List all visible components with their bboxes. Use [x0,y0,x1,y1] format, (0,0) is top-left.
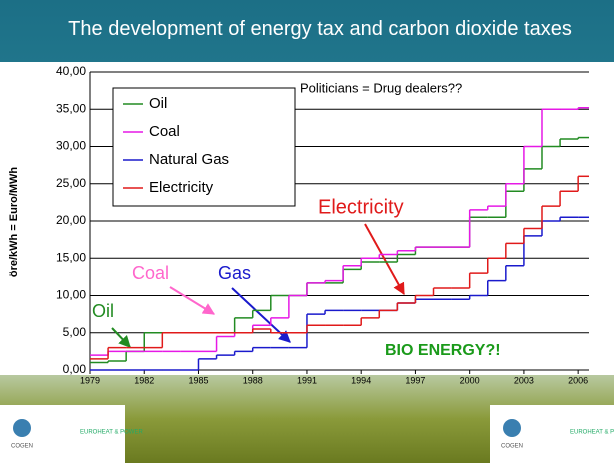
logo-text: EUROHEAT & POWER [80,430,143,436]
annotation: Coal [132,263,169,283]
x-tick-label: 2003 [514,375,534,385]
y-tick-label: 15,00 [56,250,86,264]
x-tick-label: 1979 [80,375,100,385]
y-axis-label: öre/kWh = Euro/MWh [8,167,20,278]
y-tick-label: 10,00 [56,288,86,302]
legend-label: Oil [149,95,167,112]
y-tick-label: 40,00 [56,64,86,78]
annotation: Gas [218,263,251,283]
logo-text: EUROHEAT & POWER [570,430,614,436]
x-tick-label: 1988 [243,375,263,385]
x-tick-label: 1982 [134,375,154,385]
legend-label: Electricity [149,179,214,196]
annotation: Oil [92,301,114,321]
y-tick-label: 25,00 [56,176,86,190]
logo-icon [13,419,31,437]
x-tick-label: 2006 [568,375,588,385]
y-tick-label: 0,00 [63,362,87,376]
y-tick-label: 5,00 [63,325,87,339]
x-tick-label: 1985 [188,375,208,385]
y-tick-label: 20,00 [56,213,86,227]
slide: COGEN COGEN EUROHEAT & POWER EUROHEAT & … [0,0,614,463]
logo-icon [503,419,521,437]
x-tick-label: 1997 [405,375,425,385]
logo-text: COGEN [501,444,523,450]
chart: COGEN COGEN EUROHEAT & POWER EUROHEAT & … [0,0,614,463]
annotation: BIO ENERGY?! [385,342,501,359]
x-tick-label: 1991 [297,375,317,385]
annotation: Politicians = Drug dealers?? [300,80,462,95]
x-tick-label: 1994 [351,375,371,385]
x-tick-label: 2000 [460,375,480,385]
logo-text: COGEN [11,444,33,450]
y-tick-label: 35,00 [56,101,86,115]
annotation: Electricity [318,196,404,218]
legend-label: Natural Gas [149,151,229,168]
chart-title: The development of energy tax and carbon… [60,16,580,42]
legend-label: Coal [149,123,180,140]
y-tick-label: 30,00 [56,139,86,153]
